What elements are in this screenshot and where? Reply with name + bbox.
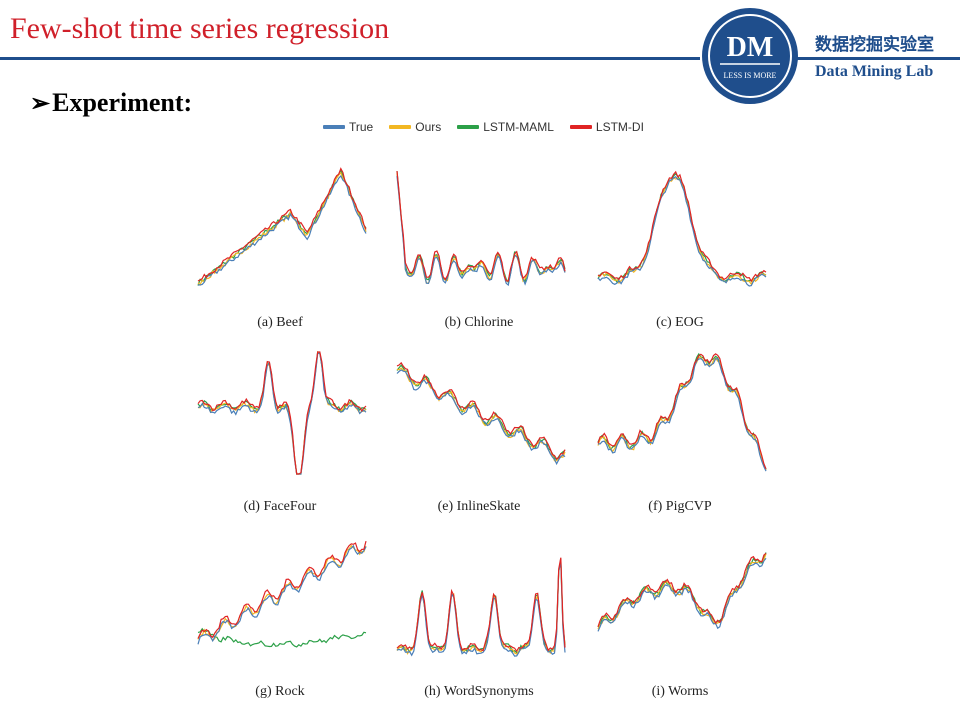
legend-item: LSTM-MAML xyxy=(457,120,554,134)
series-line xyxy=(197,174,367,286)
legend-label: True xyxy=(349,120,374,134)
header-rule xyxy=(0,57,700,60)
lab-name-en: Data Mining Lab xyxy=(815,63,934,80)
legend-swatch xyxy=(389,125,412,129)
series-line xyxy=(597,176,767,287)
legend-item: Ours xyxy=(389,120,441,134)
series-line xyxy=(598,357,767,472)
arrow-bullet-icon: ➢ xyxy=(30,91,51,117)
series-line xyxy=(396,361,566,460)
legend-swatch xyxy=(323,125,345,129)
panel-caption: (g) Rock xyxy=(255,684,304,699)
panel-caption: (a) Beef xyxy=(257,315,303,330)
chart-panel: (i) Worms xyxy=(597,552,767,699)
panel-caption: (i) Worms xyxy=(652,684,709,699)
series-line xyxy=(597,552,767,627)
legend-label: Ours xyxy=(415,120,442,134)
series-line xyxy=(197,540,367,639)
series-line xyxy=(597,553,767,630)
chart-legend: True Ours LSTM-MAML LSTM-DI xyxy=(323,120,644,134)
chart-panel: (b) Chlorine xyxy=(396,170,566,330)
panel-caption: (e) InlineSkate xyxy=(438,499,521,514)
logo-subtext: LESS IS MORE xyxy=(724,71,777,80)
legend-swatch xyxy=(457,125,480,129)
chart-panel: (g) Rock xyxy=(197,540,367,699)
panel-caption: (c) EOG xyxy=(656,315,704,330)
panel-caption: (b) Chlorine xyxy=(445,315,514,330)
series-line xyxy=(197,167,367,282)
series-line xyxy=(197,627,367,648)
slide-title: Few-shot time series regression xyxy=(10,12,390,45)
section-heading: ➢Experiment: xyxy=(30,88,192,118)
dm-logo-icon: DM LESS IS MORE xyxy=(702,8,798,104)
series-line xyxy=(197,168,367,286)
legend-label: LSTM-MAML xyxy=(483,120,554,134)
panel-caption: (d) FaceFour xyxy=(244,499,317,514)
legend-item: LSTM-DI xyxy=(569,120,644,134)
series-line xyxy=(597,557,767,632)
series-line xyxy=(597,173,767,284)
chart-panel: (f) PigCVP xyxy=(597,352,767,514)
chart-panel: (a) Beef xyxy=(197,167,367,330)
chart-panel: (e) InlineSkate xyxy=(396,361,566,514)
chart-panel: (c) EOG xyxy=(597,170,767,330)
header-rule-right xyxy=(790,57,960,60)
series-line xyxy=(197,350,367,475)
section-heading-text: Experiment: xyxy=(52,88,193,117)
series-line xyxy=(396,176,566,287)
series-line xyxy=(597,353,767,470)
series-line xyxy=(396,170,566,282)
lab-name-cn: 数据挖掘实验室 xyxy=(815,35,934,55)
series-line xyxy=(197,351,367,475)
legend-swatch xyxy=(569,125,592,129)
legend-item: True xyxy=(323,120,373,134)
panel-caption: (h) WordSynonyms xyxy=(424,684,533,699)
chart-panel: (h) WordSynonyms xyxy=(396,557,566,699)
series-line xyxy=(197,171,367,286)
legend-label: LSTM-DI xyxy=(595,120,644,134)
series-line xyxy=(197,352,367,475)
series-line xyxy=(396,557,566,653)
panel-caption: (f) PigCVP xyxy=(648,499,712,514)
series-line xyxy=(396,558,566,654)
series-line xyxy=(597,170,767,283)
series-line xyxy=(597,177,767,286)
series-line xyxy=(197,351,367,475)
series-line xyxy=(597,356,767,471)
series-line xyxy=(597,352,767,470)
chart-panel: (d) FaceFour xyxy=(197,350,367,514)
logo-text: DM xyxy=(727,32,774,63)
series-line xyxy=(197,544,367,645)
